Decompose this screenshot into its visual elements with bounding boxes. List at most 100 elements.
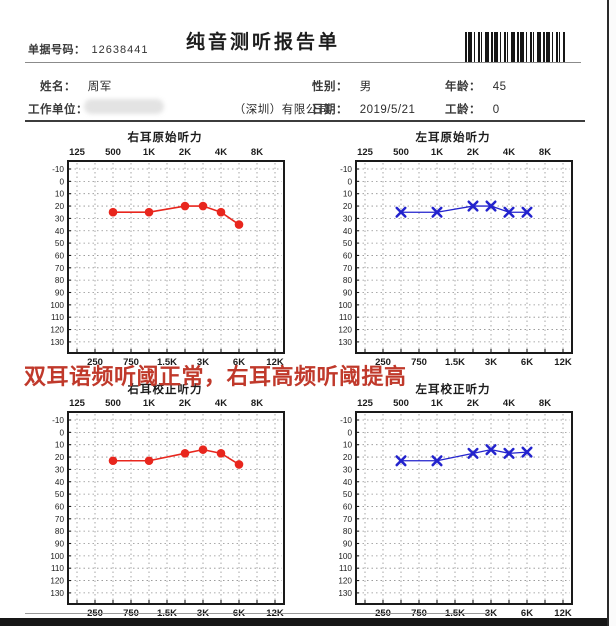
- svg-text:12K: 12K: [266, 357, 284, 368]
- svg-text:8K: 8K: [539, 398, 551, 409]
- svg-text:3K: 3K: [197, 357, 209, 368]
- svg-text:30: 30: [343, 214, 353, 223]
- svg-text:130: 130: [50, 589, 64, 598]
- svg-text:100: 100: [50, 301, 64, 310]
- work-unit-value: （深圳）有限公司: [233, 104, 330, 116]
- svg-text:125: 125: [357, 147, 374, 158]
- svg-text:125: 125: [357, 398, 374, 409]
- svg-text:40: 40: [55, 227, 65, 236]
- work-years-value: 0: [492, 104, 500, 116]
- svg-text:2K: 2K: [179, 398, 191, 409]
- svg-text:1K: 1K: [143, 147, 155, 158]
- svg-text:1K: 1K: [431, 398, 443, 409]
- svg-text:50: 50: [55, 239, 65, 248]
- svg-text:20: 20: [55, 202, 65, 211]
- svg-text:500: 500: [105, 398, 121, 409]
- svg-text:1K: 1K: [431, 147, 443, 158]
- date-label: 日期：: [312, 104, 348, 116]
- svg-text:80: 80: [343, 527, 353, 536]
- gender-field: 性别： 男: [312, 78, 372, 94]
- chart-title-left-original: 左耳原始听力: [415, 132, 491, 144]
- svg-text:-10: -10: [340, 416, 352, 425]
- page-right-edge: [607, 0, 609, 626]
- svg-text:70: 70: [55, 264, 65, 273]
- svg-text:120: 120: [50, 577, 64, 586]
- svg-text:70: 70: [55, 515, 65, 524]
- svg-text:60: 60: [55, 502, 65, 511]
- svg-text:50: 50: [343, 239, 353, 248]
- svg-text:2K: 2K: [467, 147, 479, 158]
- doc-number-label: 单据号码：: [28, 44, 86, 56]
- chart-title-left-corrected: 左耳校正听力: [415, 384, 491, 396]
- svg-text:125: 125: [69, 398, 86, 409]
- svg-text:50: 50: [343, 490, 353, 499]
- svg-text:12K: 12K: [554, 357, 572, 368]
- audiogram-left-corrected: 1255001K2K4K8K2507501.5K3K6K12K-10010203…: [338, 398, 573, 619]
- svg-text:0: 0: [59, 177, 64, 186]
- svg-text:20: 20: [55, 453, 65, 462]
- header-divider: [25, 62, 581, 63]
- audiogram-right-corrected: 1255001K2K4K8K2507501.5K3K6K12K-10010203…: [50, 398, 285, 619]
- svg-text:6K: 6K: [521, 357, 533, 368]
- svg-text:500: 500: [105, 147, 121, 158]
- page-title: 纯音测听报告单: [186, 32, 341, 53]
- svg-text:500: 500: [393, 398, 409, 409]
- date-field: 日期： 2019/5/21: [312, 101, 415, 117]
- svg-text:110: 110: [51, 313, 64, 322]
- svg-text:8K: 8K: [251, 398, 263, 409]
- svg-text:60: 60: [343, 502, 353, 511]
- svg-text:60: 60: [55, 251, 65, 260]
- chart-title-right-original: 右耳原始听力: [127, 132, 203, 144]
- svg-text:100: 100: [338, 552, 352, 561]
- patient-name-value: 周军: [87, 81, 112, 93]
- svg-text:8K: 8K: [539, 147, 551, 158]
- svg-text:10: 10: [55, 190, 65, 199]
- work-unit-field: 工作单位： （深圳）有限公司: [28, 101, 330, 117]
- svg-text:30: 30: [55, 214, 65, 223]
- svg-text:0: 0: [347, 177, 352, 186]
- svg-text:120: 120: [50, 326, 64, 335]
- svg-text:2K: 2K: [467, 398, 479, 409]
- svg-text:750: 750: [123, 357, 139, 368]
- svg-text:1.5K: 1.5K: [445, 357, 465, 368]
- svg-text:2K: 2K: [179, 147, 191, 158]
- svg-text:4K: 4K: [215, 398, 227, 409]
- patient-name-label: 姓名：: [40, 81, 76, 93]
- svg-text:120: 120: [338, 577, 352, 586]
- svg-text:3K: 3K: [485, 357, 497, 368]
- svg-text:40: 40: [343, 227, 353, 236]
- svg-text:12K: 12K: [554, 608, 572, 619]
- svg-text:100: 100: [338, 301, 352, 310]
- svg-text:30: 30: [343, 465, 353, 474]
- svg-text:90: 90: [55, 289, 65, 298]
- diagnosis-annotation: 双耳语频听阈正常，右耳高频听阈提高: [24, 364, 407, 389]
- svg-text:125: 125: [69, 147, 86, 158]
- svg-text:60: 60: [343, 251, 353, 260]
- svg-text:6K: 6K: [521, 608, 533, 619]
- svg-text:-10: -10: [340, 165, 352, 174]
- page-right-margin: [609, 0, 616, 626]
- svg-text:50: 50: [55, 490, 65, 499]
- svg-text:250: 250: [375, 357, 391, 368]
- svg-text:750: 750: [411, 357, 427, 368]
- svg-text:80: 80: [55, 276, 65, 285]
- patient-name-field: 姓名： 周军: [40, 78, 112, 94]
- svg-text:40: 40: [343, 478, 353, 487]
- svg-text:30: 30: [55, 465, 65, 474]
- svg-text:10: 10: [343, 190, 353, 199]
- svg-text:-10: -10: [52, 165, 64, 174]
- svg-text:1K: 1K: [143, 398, 155, 409]
- svg-text:90: 90: [55, 540, 65, 549]
- audiogram-left-original: 125 500 1K 2K 4K 8K 250 750 1.5K 3K 6K 12K -10 0 10 20 3…: [338, 147, 573, 368]
- svg-text:-10: -10: [52, 416, 64, 425]
- svg-text:130: 130: [50, 338, 64, 347]
- svg-text:500: 500: [393, 147, 409, 158]
- footer-divider: [25, 613, 493, 614]
- age-value: 45: [492, 81, 507, 93]
- work-years-label: 工龄：: [445, 104, 481, 116]
- doc-number-value: 12638441: [91, 44, 149, 56]
- svg-text:40: 40: [55, 478, 65, 487]
- svg-text:70: 70: [343, 515, 353, 524]
- svg-text:80: 80: [55, 527, 65, 536]
